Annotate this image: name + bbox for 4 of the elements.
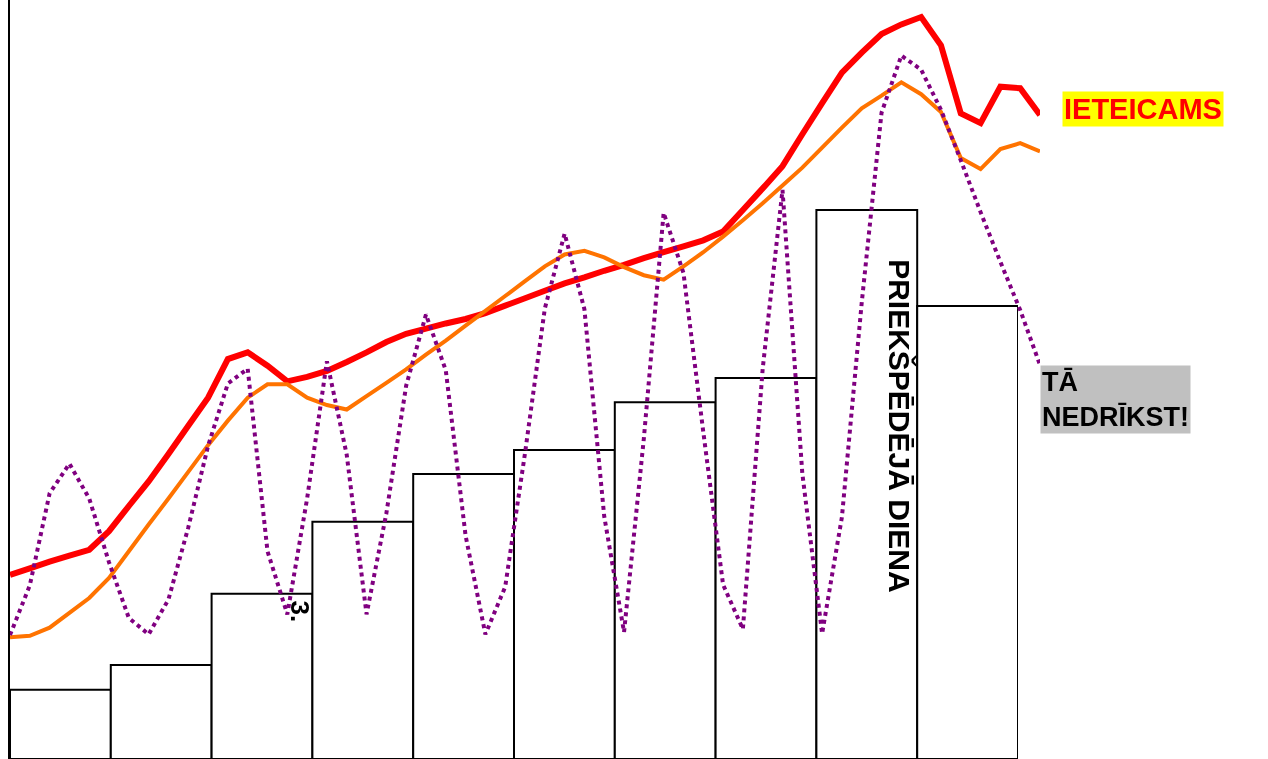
annotation: 3. <box>285 600 316 623</box>
series-label: IETEICAMS <box>1064 93 1222 125</box>
annotation: PRIEKŠPĒDĒJĀ DIENA <box>883 259 917 593</box>
series-label: TĀ NEDRĪKST! <box>1042 367 1189 433</box>
